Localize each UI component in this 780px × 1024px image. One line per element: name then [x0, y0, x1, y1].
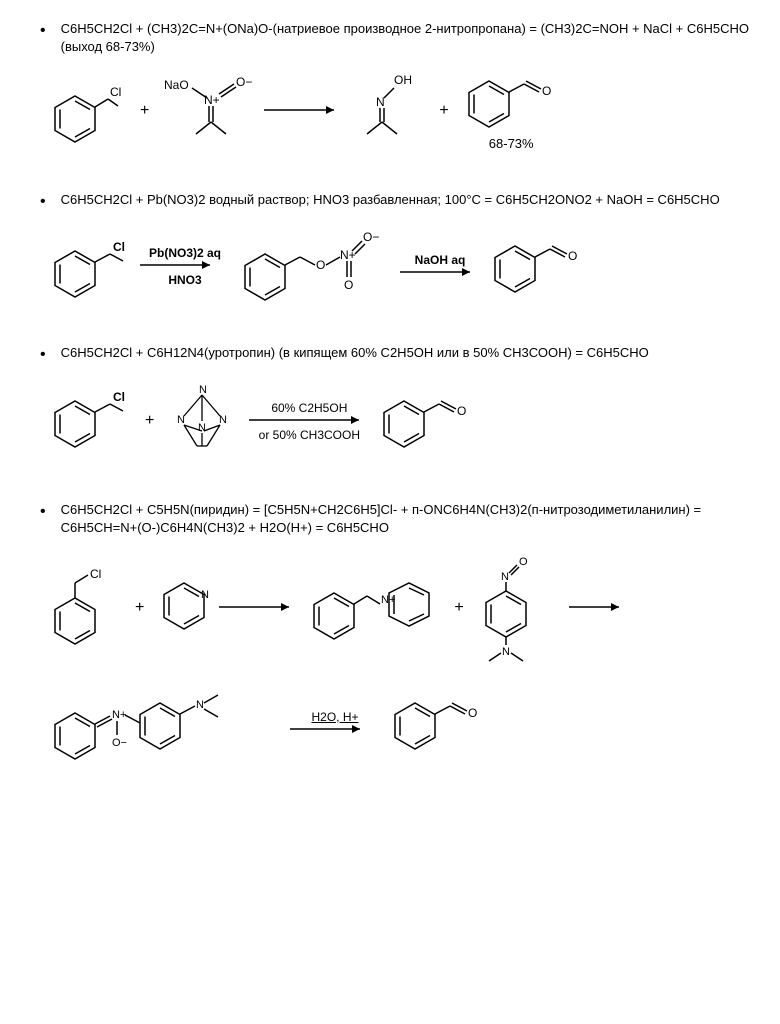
arrow-icon	[559, 602, 639, 614]
svg-text:O: O	[568, 249, 577, 263]
svg-text:O: O	[457, 404, 466, 418]
benzyl-nitrate-icon: O N+ O− O	[240, 229, 390, 304]
arrow-labeled-icon: Pb(NO3)2 aq HNO3	[140, 246, 230, 287]
nitrone-icon: N+ O− N	[50, 673, 280, 773]
svg-text:O: O	[316, 258, 325, 272]
arrow-icon	[264, 105, 344, 117]
reaction-1-description: С6Н5СН2Сl + (СН3)2С=N+(ОNа)О-(натриевое …	[61, 20, 750, 56]
arrow-labeled-icon: H2O, H+	[290, 710, 380, 736]
benzaldehyde-icon: O	[390, 693, 485, 753]
bullet-icon: •	[40, 20, 46, 42]
svg-text:N: N	[198, 422, 206, 434]
benzylpyridinium-icon: N+	[309, 573, 439, 643]
arrow-bottom-label: HNO3	[168, 272, 201, 287]
pyridine-icon: N	[159, 578, 209, 638]
arrow-labeled-icon: NaOH aq	[400, 253, 480, 279]
benzyl-chloride-icon: Cl	[50, 568, 120, 648]
bullet-icon: •	[40, 501, 46, 523]
reaction-1-text: • С6Н5СН2Сl + (СН3)2С=N+(ОNа)О-(натриево…	[30, 20, 750, 56]
arrow-top-label: 60% C2H5OH	[271, 401, 347, 415]
plus-icon: +	[135, 102, 154, 120]
arrow-labeled-icon: 60% C2H5OH or 50% CH3COOH	[249, 401, 369, 442]
svg-text:O: O	[519, 556, 528, 568]
benzaldehyde-icon: O	[464, 71, 559, 131]
svg-text:N+: N+	[204, 93, 220, 107]
nitrosodimethylaniline-icon: O N N	[479, 553, 549, 663]
svg-text:N: N	[501, 571, 509, 583]
svg-text:Cl: Cl	[110, 85, 121, 99]
bullet-icon: •	[40, 191, 46, 213]
svg-text:N: N	[376, 95, 385, 109]
urotropine-icon: N N N N	[169, 381, 239, 461]
oxime-icon: OH N	[354, 74, 424, 149]
svg-text:O−: O−	[112, 737, 127, 749]
reaction-3-text: • С6Н5СН2Сl + С6Н12N4(уротропин) (в кипя…	[30, 344, 750, 366]
reaction-4: • С6Н5СН2Сl + С5Н5N(пиридин) = [С5Н5N+СН…	[30, 501, 750, 772]
arrow-bottom-label: or 50% CH3COOH	[259, 427, 360, 442]
yield-label: 68-73%	[489, 136, 534, 151]
bullet-icon: •	[40, 344, 46, 366]
reaction-1: • С6Н5СН2Сl + (СН3)2С=N+(ОNа)О-(натриево…	[30, 20, 750, 151]
svg-text:O−: O−	[236, 75, 252, 89]
arrow-icon	[219, 602, 299, 614]
svg-text:N: N	[196, 699, 204, 711]
svg-text:N: N	[201, 589, 209, 601]
svg-text:N: N	[177, 414, 185, 426]
svg-text:OH: OH	[394, 74, 412, 87]
plus-icon: +	[449, 599, 468, 617]
svg-text:O−: O−	[363, 230, 379, 244]
reaction-2: • С6Н5СН2Сl + Pb(NO3)2 водный раствор; H…	[30, 191, 750, 303]
benzyl-chloride-icon: Cl	[50, 76, 125, 146]
svg-text:N: N	[219, 414, 227, 426]
reaction-4-description: С6Н5СН2Сl + С5Н5N(пиридин) = [С5Н5N+СН2С…	[61, 501, 750, 537]
reaction-4-scheme: Cl + N	[30, 553, 750, 773]
benzyl-chloride-icon: Cl	[50, 231, 130, 301]
reaction-3-description: С6Н5СН2Сl + С6Н12N4(уротропин) (в кипяще…	[61, 344, 750, 362]
svg-text:Cl: Cl	[113, 240, 125, 254]
svg-text:Cl: Cl	[90, 568, 101, 581]
reaction-4-text: • С6Н5СН2Сl + С5Н5N(пиридин) = [С5Н5N+СН…	[30, 501, 750, 537]
svg-text:NaO: NaO	[164, 78, 189, 92]
arrow-top-label: NaOH aq	[415, 253, 466, 267]
reaction-3: • С6Н5СН2Сl + С6Н12N4(уротропин) (в кипя…	[30, 344, 750, 461]
svg-text:O: O	[542, 84, 551, 98]
svg-text:O: O	[344, 278, 353, 292]
svg-text:Cl: Cl	[113, 390, 125, 404]
nitronate-icon: NaO N+ O−	[164, 74, 254, 149]
arrow-top-label: Pb(NO3)2 aq	[149, 246, 221, 260]
reaction-2-description: С6Н5СН2Сl + Pb(NO3)2 водный раствор; HNO…	[61, 191, 750, 209]
benzaldehyde-icon: O	[490, 236, 585, 296]
svg-text:N+: N+	[112, 709, 126, 721]
svg-text:N: N	[199, 384, 207, 396]
reaction-3-scheme: Cl + N N N N	[30, 381, 750, 461]
svg-text:N+: N+	[381, 594, 395, 606]
svg-text:N: N	[502, 646, 510, 658]
arrow-label: H2O, H+	[311, 710, 358, 724]
reaction-2-scheme: Cl Pb(NO3)2 aq HNO3 O N+ O− O	[30, 229, 750, 304]
plus-icon: +	[140, 412, 159, 430]
benzaldehyde-icon: O	[379, 391, 474, 451]
benzyl-chloride-icon: Cl	[50, 386, 130, 456]
reaction-2-text: • С6Н5СН2Сl + Pb(NO3)2 водный раствор; H…	[30, 191, 750, 213]
plus-icon: +	[130, 599, 149, 617]
reaction-1-scheme: Cl + NaO N+ O− OH	[30, 71, 750, 151]
svg-text:O: O	[468, 706, 477, 720]
plus-icon: +	[434, 102, 453, 120]
